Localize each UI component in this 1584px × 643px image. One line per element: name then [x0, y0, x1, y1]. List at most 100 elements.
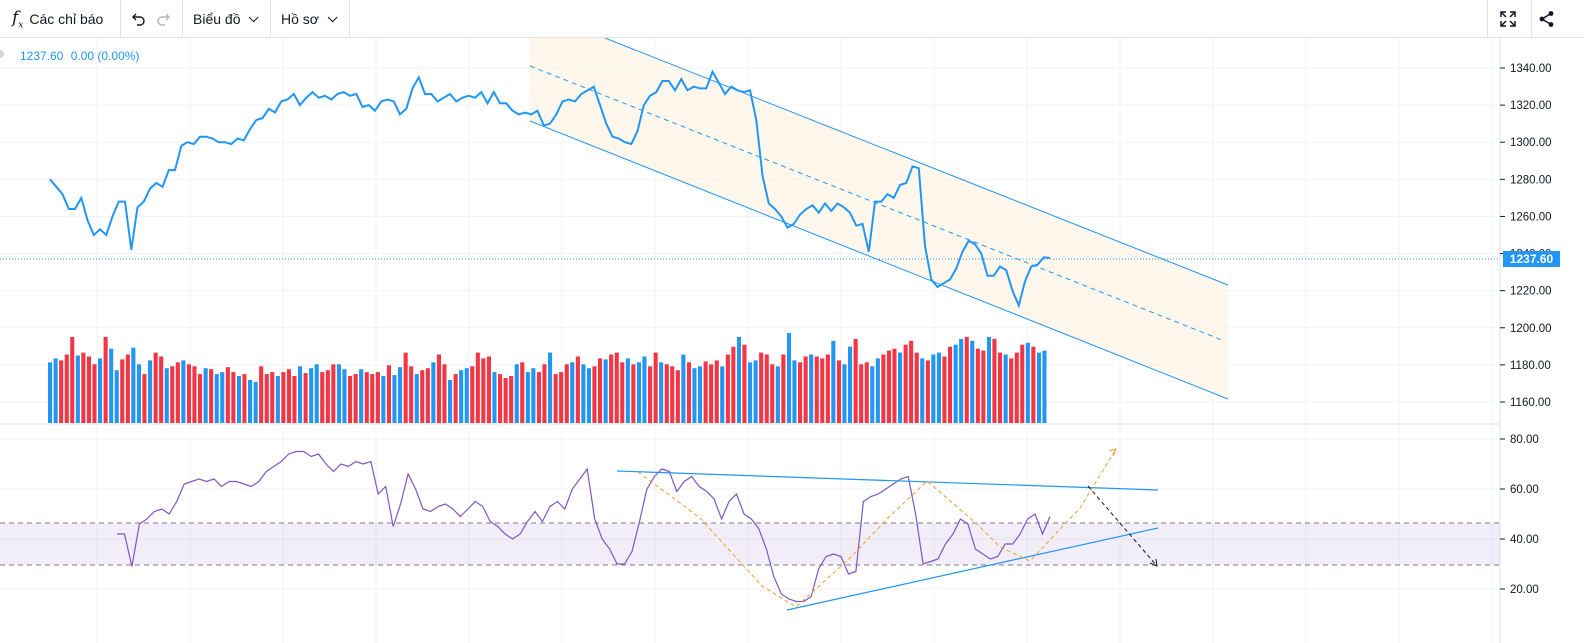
- volume-bar: [403, 352, 408, 423]
- volume-bar: [948, 346, 953, 423]
- volume-bar: [353, 374, 358, 423]
- volume-bar: [453, 374, 458, 423]
- volume-bar: [70, 336, 75, 423]
- volume-bar: [903, 344, 908, 423]
- rsi-axis: 80.00 60.00 40.00 20.00: [1500, 434, 1539, 596]
- rsi-resistance-trendline: [616, 470, 1159, 491]
- chevron-down-icon: [249, 11, 260, 22]
- price-series-line: [49, 69, 1051, 309]
- redo-button[interactable]: [156, 0, 172, 38]
- rsi-support-trendline: [786, 527, 1159, 611]
- volume-bar: [636, 362, 641, 423]
- volume-bar: [548, 352, 553, 423]
- volume-bar: [631, 364, 636, 423]
- profile-dropdown[interactable]: Hồ sơ: [281, 0, 338, 38]
- chevron-down-icon: [327, 11, 338, 22]
- volume-bar: [592, 366, 597, 423]
- volume-bar: [664, 364, 669, 423]
- volume-bar: [798, 362, 803, 423]
- volume-bar: [375, 372, 380, 423]
- volume-bar: [698, 366, 703, 423]
- volume-bar: [120, 359, 125, 423]
- volume-bar: [653, 352, 658, 423]
- chart-toolbar: fx Các chỉ báo Biểu đồ Hồ sơ: [0, 0, 1584, 38]
- volume-bar: [164, 368, 169, 423]
- volume-bar: [792, 360, 797, 423]
- rsi-axis-label: 20.00: [1510, 584, 1539, 596]
- volume-bar: [603, 359, 608, 423]
- volume-bar: [420, 370, 425, 423]
- volume-bar: [559, 372, 564, 423]
- volume-bar: [481, 358, 486, 423]
- volume-bar: [270, 372, 275, 423]
- volume-bar: [736, 336, 741, 423]
- volume-bar: [836, 360, 841, 423]
- volume-bar: [64, 354, 69, 423]
- volume-bar: [336, 364, 341, 423]
- share-button[interactable]: [1538, 0, 1556, 38]
- volume-bars: [48, 333, 1047, 423]
- volume-bar: [459, 370, 464, 423]
- volume-bar: [892, 348, 897, 423]
- volume-bar: [486, 356, 491, 423]
- volume-bar: [998, 352, 1003, 423]
- price-axis-label: 1180.00: [1510, 360, 1551, 372]
- projection-arrow-down-icon: [1149, 558, 1158, 567]
- indicators-button[interactable]: fx Các chỉ báo: [12, 0, 103, 38]
- volume-bar: [786, 333, 791, 423]
- volume-bar: [964, 336, 969, 423]
- volume-bar: [448, 380, 453, 423]
- volume-bar: [820, 358, 825, 423]
- volume-bar: [742, 344, 747, 423]
- volume-bar: [381, 376, 386, 423]
- volume-bar: [709, 364, 714, 423]
- fullscreen-button[interactable]: [1499, 0, 1517, 38]
- volume-bar: [720, 366, 725, 423]
- volume-bar: [909, 340, 914, 423]
- volume-bar: [314, 364, 319, 423]
- volume-bar: [53, 358, 58, 423]
- volume-bar: [759, 352, 764, 423]
- volume-bar: [114, 370, 119, 423]
- volume-bar: [681, 354, 686, 423]
- volume-bar: [159, 356, 164, 423]
- rsi-axis-label: 80.00: [1510, 434, 1539, 446]
- volume-bar: [703, 361, 708, 423]
- rsi-axis-label: 40.00: [1510, 534, 1539, 546]
- volume-bar: [364, 372, 369, 423]
- price-axis-label: 1320.00: [1510, 100, 1552, 112]
- volume-bar: [975, 348, 980, 423]
- volume-bar: [770, 364, 775, 423]
- volume-bar: [959, 338, 964, 423]
- volume-bar: [236, 376, 241, 423]
- volume-bar: [575, 356, 580, 423]
- volume-bar: [198, 374, 203, 423]
- rsi-wave-projection: [637, 448, 1117, 608]
- chart-type-dropdown[interactable]: Biểu đồ: [193, 0, 260, 38]
- channel-median-line: [529, 65, 1223, 341]
- undo-button[interactable]: [130, 0, 146, 38]
- volume-bar: [214, 374, 219, 423]
- volume-bar: [86, 356, 91, 423]
- volume-bar: [253, 381, 258, 423]
- volume-bar: [242, 374, 247, 423]
- price-chart[interactable]: 1340.001320.001300.001280.001260.001240.…: [0, 38, 1584, 643]
- volume-bar: [981, 350, 986, 423]
- volume-bar: [59, 360, 64, 423]
- volume-bar: [292, 376, 297, 423]
- volume-bar: [1031, 346, 1036, 423]
- volume-bar: [503, 378, 508, 423]
- volume-bar: [970, 340, 975, 423]
- volume-bar: [842, 364, 847, 423]
- volume-bar: [259, 366, 264, 423]
- volume-bar: [81, 352, 86, 423]
- volume-bar: [670, 366, 675, 423]
- volume-bar: [853, 338, 858, 423]
- volume-bar: [598, 358, 603, 423]
- volume-bar: [942, 356, 947, 423]
- volume-bar: [220, 372, 225, 423]
- volume-bar: [1020, 344, 1025, 423]
- volume-bar: [859, 364, 864, 423]
- volume-bar: [436, 354, 441, 423]
- channel-lower-line: [529, 120, 1229, 400]
